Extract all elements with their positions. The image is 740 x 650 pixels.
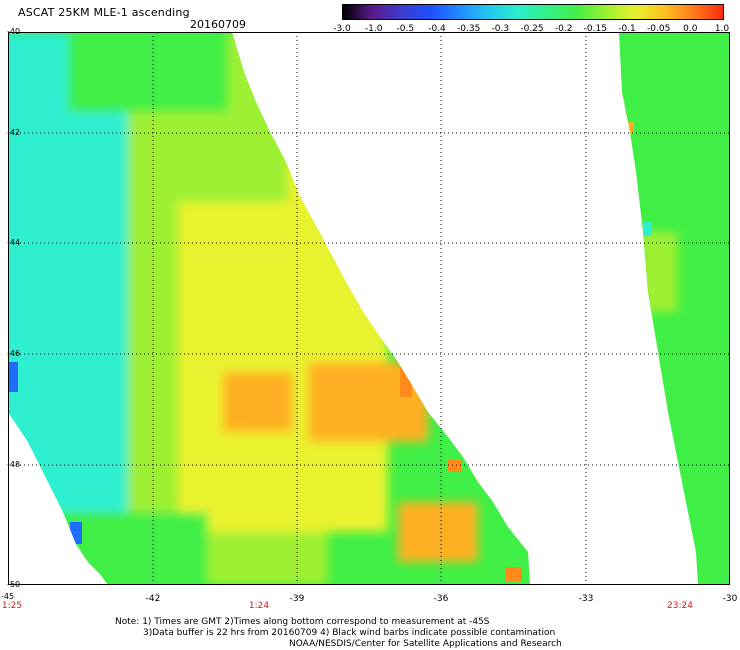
lat-label: -50 [7, 580, 21, 589]
lon-label: -42 [145, 594, 161, 604]
lon-label: -30 [722, 594, 738, 604]
note-line-1: Note: 1) Times are GMT 2)Times along bot… [115, 617, 490, 627]
colorbar-tick-label: -0.05 [647, 24, 671, 34]
lon-label: -33 [578, 594, 594, 604]
lat-label: -42 [7, 128, 21, 137]
lon-label: -36 [433, 594, 449, 604]
map-date: 20160709 [190, 18, 246, 31]
colorbar-tick-label: -0.5 [396, 24, 415, 34]
lat-label: -46 [7, 349, 21, 358]
time-label: 23:24 [667, 601, 693, 611]
colorbar-tick-label: 1.0 [714, 24, 730, 34]
colorbar-tick-label: -1.0 [364, 24, 383, 34]
colorbar-tick-label: -3.0 [333, 24, 351, 34]
colorbar-tick-label: -0.35 [457, 24, 481, 34]
colorbar-tick-label: -0.3 [491, 24, 510, 34]
colorbar-labels: -3.0 -1.0 -0.5 -0.4 -0.35 -0.3 -0.25 -0.2 -0.15 -… [324, 24, 740, 36]
map-frame [8, 32, 730, 585]
colorbar-tick-label: -0.1 [618, 24, 636, 34]
time-label: 1:24 [248, 601, 270, 611]
colorbar-tick-label: -0.25 [520, 24, 544, 34]
lon-label: -39 [289, 594, 305, 604]
colorbar-tick-label: -0.15 [583, 24, 607, 34]
corner-lat-label: -45 [1, 592, 15, 601]
map-canvas [8, 32, 730, 585]
map-title: ASCAT 25KM MLE-1 ascending [18, 6, 190, 19]
colorbar-tick-label: -0.2 [554, 24, 573, 34]
note-line-3: NOAA/NESDIS/Center for Satellite Applica… [289, 639, 562, 649]
lat-label: -48 [7, 460, 21, 469]
colorbar [342, 4, 724, 20]
right-swath [619, 32, 730, 585]
colorbar-tick-label: -0.4 [428, 24, 446, 34]
lat-label: -44 [7, 238, 21, 247]
left-swath [8, 32, 530, 585]
colorbar-tick-label: 0.0 [683, 24, 698, 34]
map-gridlines [8, 32, 730, 585]
note-line-2: 3)Data buffer is 22 hrs from 20160709 4)… [143, 628, 556, 638]
lat-label: -40 [7, 27, 21, 36]
time-label: 1:25 [1, 601, 23, 611]
